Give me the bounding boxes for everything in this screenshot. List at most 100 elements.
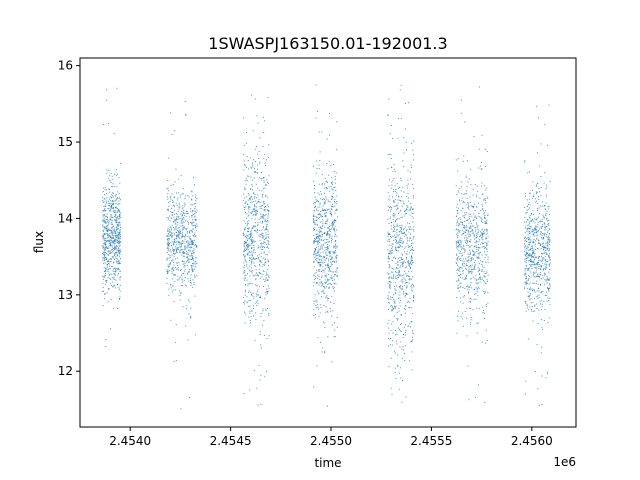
data-point [183,218,185,220]
data-point [324,287,326,289]
data-point [406,301,408,303]
data-point [114,254,115,256]
x-tick-label: 2.4560 [511,434,553,448]
data-point [191,198,193,200]
data-point [259,260,261,262]
data-point [336,229,338,231]
data-point [119,255,121,257]
data-point [407,183,409,185]
data-point [549,240,551,242]
data-point [456,246,458,248]
data-point [178,231,180,233]
data-point [243,270,245,272]
data-point [170,231,172,233]
data-point [246,245,248,247]
data-point [406,196,408,198]
data-point [396,272,398,273]
data-point [254,265,256,267]
data-point [118,203,120,205]
data-point [401,274,403,276]
data-point [455,241,457,243]
data-point [265,213,267,215]
data-point [172,249,174,250]
data-point [539,276,540,278]
data-point [467,285,469,287]
data-point [266,228,267,230]
data-point [543,205,545,207]
data-point [331,264,333,266]
data-point [471,260,473,262]
data-point [394,214,396,216]
data-point [112,242,114,244]
data-point [114,211,116,213]
data-point [545,194,547,196]
data-point [539,205,541,207]
data-point [314,207,316,208]
data-point [249,269,250,271]
data-point [333,222,335,224]
data-point [264,258,266,260]
data-point [544,172,546,174]
data-point [257,201,259,203]
data-point [322,292,324,294]
data-point [398,294,400,296]
data-point [313,386,315,388]
data-point [118,225,120,227]
data-point [318,269,320,271]
data-point [265,184,267,186]
data-point [178,206,180,208]
data-point [324,233,325,234]
data-point [325,279,327,281]
data-point [526,283,528,284]
data-point [485,246,487,248]
data-point [189,277,191,279]
data-point [527,172,529,174]
data-point [105,280,107,281]
data-point [313,261,315,263]
data-point [404,296,406,298]
data-point [314,201,316,203]
data-point [388,223,390,224]
data-point [535,257,537,259]
data-point [406,208,408,210]
data-point [316,219,318,221]
data-point [115,220,117,222]
data-point [333,261,335,263]
data-point [546,245,548,247]
data-point [324,212,326,214]
data-point [395,220,397,222]
data-point [533,257,535,259]
data-point [116,208,118,210]
data-point [532,252,534,254]
data-point [544,217,546,219]
data-point [411,321,413,323]
data-point [458,223,460,224]
data-point [259,202,261,204]
data-point [473,266,475,268]
data-point [392,246,393,248]
data-point [412,208,414,210]
data-point [313,303,315,305]
data-point [402,262,404,264]
data-point [336,121,338,123]
data-point [118,250,120,252]
data-point [195,246,197,248]
data-point [485,306,487,308]
data-point [263,180,265,182]
data-point [411,212,413,214]
data-point [468,231,469,233]
data-point [545,264,547,266]
data-point [549,285,551,287]
data-point [192,257,194,259]
data-point [459,244,461,246]
data-point [110,219,111,220]
data-point [405,275,407,277]
data-point [195,194,197,196]
data-point [261,246,263,248]
data-point [326,219,328,221]
data-point [474,267,476,269]
data-point [181,235,183,237]
data-point [458,191,460,193]
data-point [540,187,542,188]
data-point [411,255,413,257]
